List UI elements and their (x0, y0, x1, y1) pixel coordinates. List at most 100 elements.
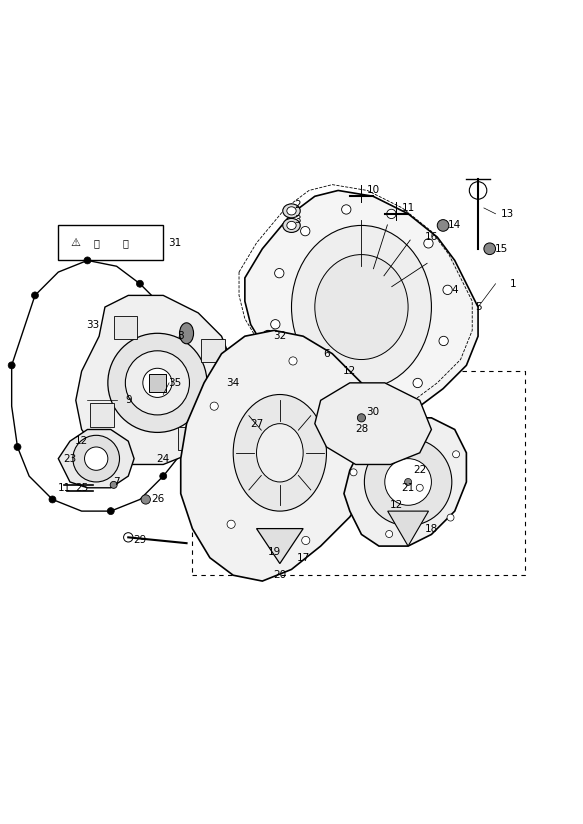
Ellipse shape (271, 320, 280, 329)
Ellipse shape (275, 269, 284, 278)
Ellipse shape (347, 417, 355, 425)
Text: 27: 27 (250, 419, 263, 428)
Polygon shape (149, 374, 166, 391)
Ellipse shape (372, 400, 381, 410)
Text: 28: 28 (355, 424, 368, 434)
Text: 31: 31 (168, 238, 181, 248)
Ellipse shape (387, 209, 396, 218)
Ellipse shape (443, 285, 452, 294)
Text: 3: 3 (294, 214, 301, 225)
Ellipse shape (301, 227, 310, 236)
Ellipse shape (160, 473, 167, 480)
Polygon shape (58, 429, 134, 488)
Ellipse shape (124, 532, 133, 542)
Ellipse shape (342, 205, 351, 214)
Text: 14: 14 (448, 221, 461, 231)
Text: 23: 23 (64, 454, 76, 464)
Text: 18: 18 (425, 523, 438, 534)
Ellipse shape (287, 222, 296, 230)
Ellipse shape (469, 182, 487, 199)
Ellipse shape (183, 339, 190, 345)
Polygon shape (114, 316, 137, 339)
Ellipse shape (413, 378, 422, 387)
Ellipse shape (301, 536, 310, 545)
Text: 12: 12 (75, 436, 88, 446)
Ellipse shape (180, 323, 194, 344)
Ellipse shape (327, 396, 336, 405)
Text: 15: 15 (495, 244, 508, 254)
Ellipse shape (257, 424, 303, 482)
Ellipse shape (424, 239, 433, 248)
Ellipse shape (395, 424, 402, 431)
Ellipse shape (386, 531, 393, 537)
Polygon shape (315, 383, 431, 465)
Polygon shape (245, 190, 478, 412)
Ellipse shape (227, 520, 235, 528)
Ellipse shape (73, 435, 120, 482)
Text: 11: 11 (58, 483, 71, 493)
Ellipse shape (210, 402, 218, 410)
Ellipse shape (437, 220, 449, 232)
Text: 34: 34 (227, 378, 240, 388)
Ellipse shape (364, 438, 452, 526)
Ellipse shape (84, 257, 91, 264)
Ellipse shape (357, 414, 366, 422)
Text: 7: 7 (113, 477, 120, 487)
Polygon shape (181, 330, 385, 581)
Ellipse shape (110, 481, 117, 489)
Ellipse shape (452, 451, 459, 458)
Ellipse shape (447, 514, 454, 521)
Ellipse shape (292, 226, 431, 389)
Polygon shape (344, 418, 466, 546)
Ellipse shape (333, 367, 343, 376)
Text: 13: 13 (501, 208, 514, 219)
Ellipse shape (484, 243, 496, 255)
Text: 35: 35 (168, 378, 181, 388)
Polygon shape (388, 511, 429, 546)
Text: 22: 22 (413, 466, 426, 475)
Ellipse shape (289, 357, 297, 365)
Polygon shape (76, 295, 233, 465)
Ellipse shape (262, 330, 274, 342)
Ellipse shape (283, 218, 300, 232)
Text: 5: 5 (475, 302, 482, 312)
Ellipse shape (287, 207, 296, 215)
Ellipse shape (233, 395, 326, 511)
Text: 🛢: 🛢 (122, 238, 128, 248)
Ellipse shape (8, 362, 15, 369)
Ellipse shape (31, 292, 38, 299)
Ellipse shape (49, 496, 56, 503)
Ellipse shape (195, 409, 202, 415)
Ellipse shape (14, 443, 21, 451)
Text: 10: 10 (367, 185, 380, 195)
Text: 6: 6 (323, 349, 330, 358)
Text: 17: 17 (297, 553, 310, 563)
Ellipse shape (108, 333, 207, 433)
Ellipse shape (309, 353, 321, 365)
Text: 20: 20 (273, 570, 286, 580)
Polygon shape (178, 427, 201, 450)
Polygon shape (201, 339, 224, 363)
Ellipse shape (141, 494, 150, 504)
Text: 21: 21 (402, 483, 415, 493)
Ellipse shape (385, 459, 431, 505)
Ellipse shape (405, 479, 412, 485)
Bar (192, 371, 525, 575)
Text: 9: 9 (125, 396, 132, 405)
Polygon shape (257, 529, 303, 564)
Ellipse shape (136, 280, 143, 288)
Ellipse shape (439, 336, 448, 345)
Text: 24: 24 (157, 454, 170, 464)
Text: 8: 8 (177, 331, 184, 341)
Text: 33: 33 (87, 320, 100, 330)
Ellipse shape (350, 469, 357, 475)
Ellipse shape (416, 485, 423, 491)
Text: 26: 26 (151, 494, 164, 504)
Text: 2: 2 (294, 200, 301, 210)
Ellipse shape (283, 204, 300, 218)
Text: 29: 29 (134, 536, 146, 545)
Text: ⚠: ⚠ (70, 238, 80, 248)
Ellipse shape (315, 255, 408, 359)
Bar (58, 226, 163, 260)
Text: 16: 16 (425, 232, 438, 242)
